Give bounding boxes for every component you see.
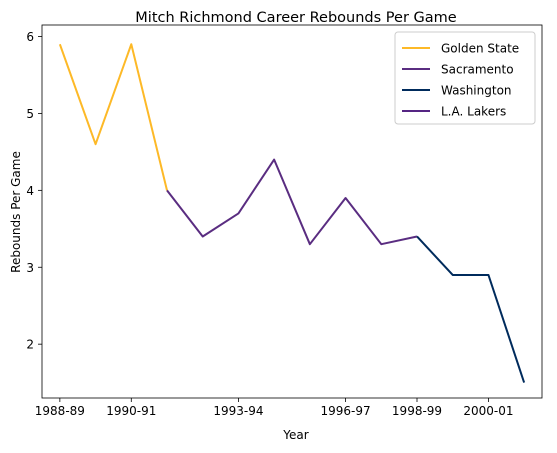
x-tick-label: 2000-01 [463,404,513,418]
x-tick-label: 1998-99 [392,404,442,418]
legend-label-golden-state: Golden State [441,42,519,56]
x-tick-label: 1996-97 [321,404,371,418]
series-line-washington [416,235,526,383]
legend-frame [394,31,536,125]
y-tick-label: 6 [26,30,34,44]
series-line-golden-state [58,43,168,191]
y-axis-ticks: 2 3 4 5 6 [26,30,42,352]
x-tick-label: 1988-89 [35,404,85,418]
x-tick-label: 1993-94 [213,404,263,418]
legend-label-l-a-lakers: L.A. Lakers [441,105,506,119]
chart-title: Mitch Richmond Career Rebounds Per Game [135,10,456,26]
y-tick-label: 2 [26,338,34,352]
legend-label-sacramento: Sacramento [441,63,514,77]
x-axis-label: Year [282,428,308,442]
plot-frame [41,24,543,399]
legend-label-washington: Washington [441,84,512,98]
series-line-sacramento [166,158,418,246]
series-lines [58,43,526,383]
legend: Golden State Sacramento Washington L.A. Lak… [394,31,536,125]
x-axis-ticks: 1988-89 1990-91 1993-94 1996-97 1998-99 2000-… [35,398,513,418]
y-tick-label: 3 [26,261,34,275]
x-tick-label: 1990-91 [106,404,156,418]
y-tick-label: 4 [26,184,34,198]
y-tick-label: 5 [26,107,34,121]
y-axis-label: Rebounds Per Game [9,151,23,273]
